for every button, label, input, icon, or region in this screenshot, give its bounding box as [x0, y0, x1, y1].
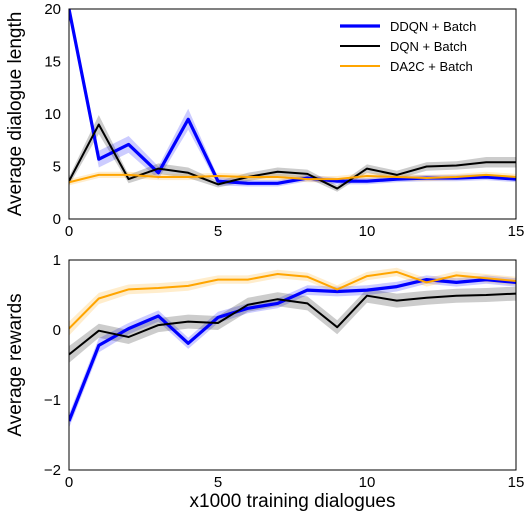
series-line-2: [69, 173, 516, 184]
series-line-1: [69, 292, 516, 356]
series-band-0: [69, 9, 516, 187]
legend-label-1: DQN + Batch: [390, 39, 467, 54]
x-tick-label: 15: [508, 223, 525, 240]
y-tick-label: 1: [53, 252, 61, 269]
plot-area: [69, 267, 516, 428]
x-tick-label: 15: [508, 474, 525, 491]
y-tick-label: 20: [44, 1, 61, 18]
series-line-0: [69, 278, 516, 422]
y-tick-label: 0: [53, 322, 61, 339]
y-tick-label: 5: [53, 159, 61, 176]
dialogue-length-panel: 0 5 10 15 0 5 10 15 20 Average dialogue length DDQ…: [5, 1, 524, 240]
y-axis-label: Average rewards: [5, 293, 26, 436]
y-tick-label: 0: [53, 211, 61, 228]
x-tick-label: 0: [65, 223, 73, 240]
y-tick-label: 10: [44, 106, 61, 123]
x-tick-label: 0: [65, 474, 73, 491]
y-axis-label: Average dialogue length: [5, 12, 26, 217]
axes-frame: [68, 259, 517, 471]
x-axis-label: x1000 training dialogues: [190, 491, 396, 512]
rewards-panel: 0 5 10 15 −2 −1 0 1 Average rewards x1000 trainin…: [5, 252, 524, 512]
y-tick-label: −2: [44, 462, 61, 479]
y-tick-label: 15: [44, 54, 61, 71]
legend-label-2: DA2C + Batch: [390, 59, 473, 74]
y-tick-label: −1: [44, 392, 61, 409]
x-tick-label: 10: [359, 474, 376, 491]
series-line-1: [69, 123, 516, 190]
x-tick-label: 5: [214, 474, 222, 491]
series-band-1: [69, 286, 516, 363]
plot-area: [69, 9, 516, 192]
series-band-2: [69, 267, 516, 336]
x-tick-label: 5: [214, 223, 222, 240]
x-tick-label: 10: [359, 223, 376, 240]
axes-frame: [68, 8, 517, 220]
legend-label-0: DDQN + Batch: [390, 19, 476, 34]
legend: DDQN + Batch DQN + Batch DA2C + Batch: [340, 19, 476, 74]
series-line-2: [69, 270, 516, 330]
